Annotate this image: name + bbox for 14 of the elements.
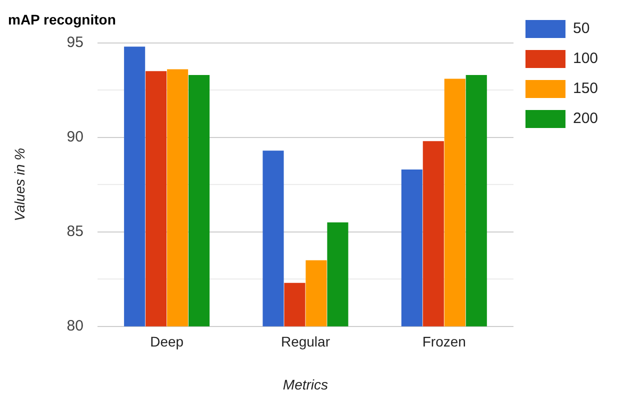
x-tick-label: Frozen <box>422 334 466 350</box>
y-tick-label: 95 <box>66 34 84 51</box>
legend-label: 150 <box>572 80 598 98</box>
y-tick-label: 85 <box>66 223 84 240</box>
legend-label: 200 <box>572 110 598 128</box>
legend-label: 50 <box>572 20 590 38</box>
x-tick-label: Regular <box>280 334 330 350</box>
y-tick-label: 80 <box>66 318 84 335</box>
x-tick-label: Deep <box>150 334 184 350</box>
chart-title: mAP recogniton <box>8 11 116 28</box>
x-axis-title: Metrics <box>282 376 328 392</box>
y-tick-label: 90 <box>66 128 84 146</box>
y-axis-title: Values in % <box>11 148 28 222</box>
legend-label: 100 <box>572 50 598 68</box>
